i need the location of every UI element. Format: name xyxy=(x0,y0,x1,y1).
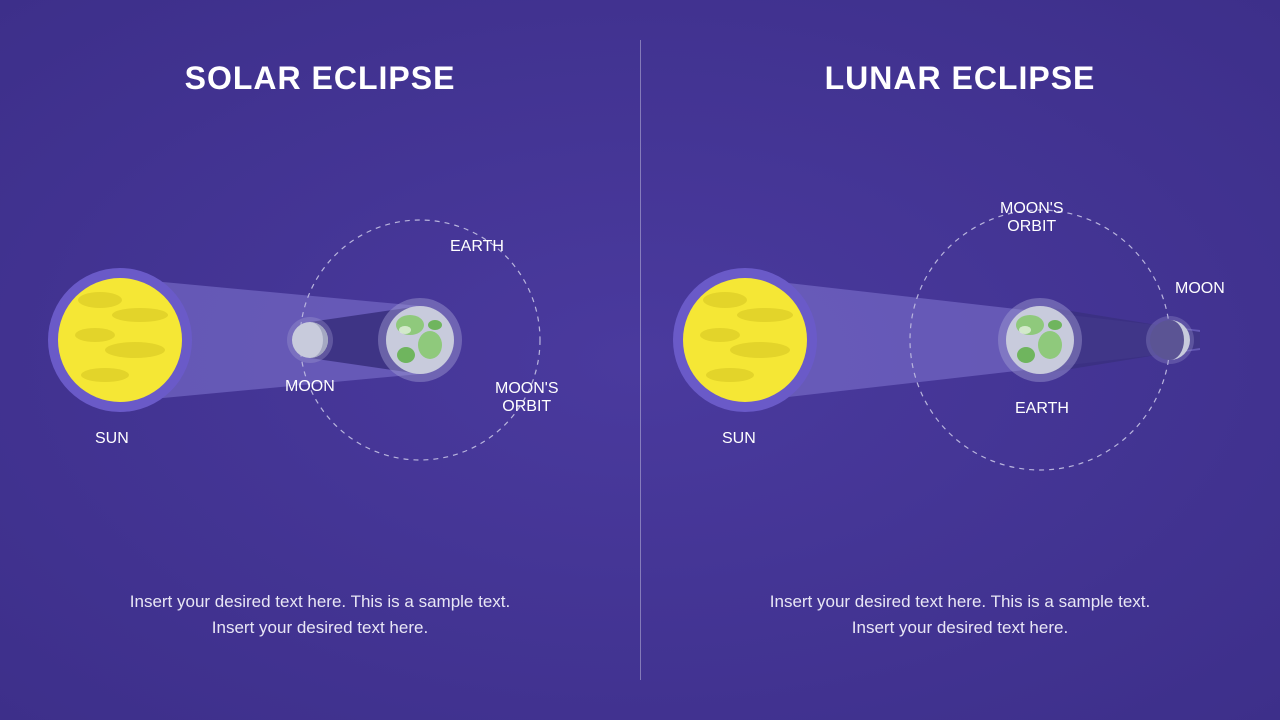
orbit-label: MOON'S ORBIT xyxy=(495,380,559,417)
orbit-label: MOON'S ORBIT xyxy=(1000,200,1064,237)
moon-label: MOON xyxy=(285,378,335,396)
solar-caption: Insert your desired text here. This is a… xyxy=(0,589,640,640)
lunar-eclipse-panel: LUNAR ECLIPSE xyxy=(640,0,1280,720)
solar-title: SOLAR ECLIPSE xyxy=(0,60,640,97)
lunar-caption: Insert your desired text here. This is a… xyxy=(640,589,1280,640)
lunar-diagram: SUN EARTH MOON MOON'S ORBIT xyxy=(640,180,1280,520)
lunar-title: LUNAR ECLIPSE xyxy=(640,60,1280,97)
solar-diagram: SUN MOON EARTH MOON'S ORBIT xyxy=(0,180,640,520)
sun-icon xyxy=(683,278,807,402)
moon-label: MOON xyxy=(1175,280,1225,298)
earth-label: EARTH xyxy=(1015,400,1069,418)
solar-eclipse-panel: SOLAR ECLIPSE xyxy=(0,0,640,720)
sun-label: SUN xyxy=(722,430,756,448)
sun-icon xyxy=(58,278,182,402)
earth-cloud xyxy=(399,326,411,334)
earth-label: EARTH xyxy=(450,238,504,256)
sun-label: SUN xyxy=(95,430,129,448)
earth-cloud xyxy=(1019,326,1031,334)
